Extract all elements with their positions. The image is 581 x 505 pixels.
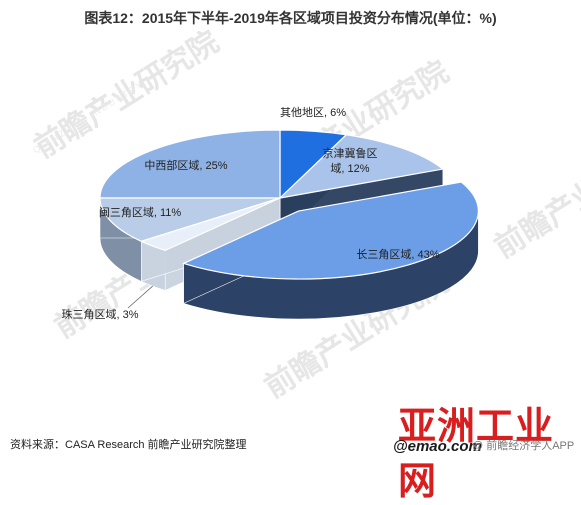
brand-site: @emao.com: [393, 438, 482, 455]
slice-4-top: [139, 197, 281, 252]
page-title: 图表12：2015年下半年-2019年各区域项目投资分布情况(单位：%): [84, 10, 497, 26]
data-label-6: 中西部区域, 25%: [144, 158, 227, 172]
source-note: 资料来源：CASA Research 前瞻产业研究院整理: [10, 439, 247, 451]
data-label-5: 闽三角区域, 11%: [99, 206, 182, 219]
leader-line: [127, 285, 153, 309]
slice-3-top: [181, 181, 479, 280]
data-label-1: 其他地区, 6%: [280, 106, 346, 119]
data-label-2: 京津冀鲁区: [323, 146, 378, 160]
data-label-3: 长三角区域, 43%: [356, 248, 439, 261]
slice-2-top: [278, 134, 445, 199]
data-label-2: 域, 12%: [330, 162, 369, 175]
slice-3-group: [181, 181, 479, 320]
app-credit: @ 前瞻经济学人APP: [472, 440, 575, 452]
data-label-4: 珠三角区域, 3%: [61, 307, 138, 321]
slice-5-top: [99, 197, 281, 242]
slice-6-top: [99, 129, 281, 199]
